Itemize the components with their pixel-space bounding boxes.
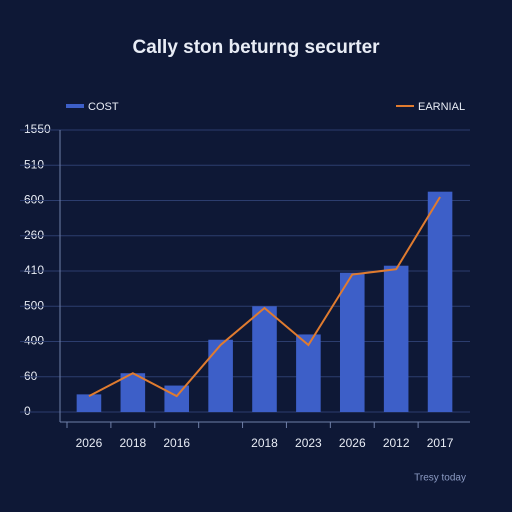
legend-swatch xyxy=(66,104,84,108)
y-tick-label: 410 xyxy=(24,263,44,277)
legend-label: EARNIAL xyxy=(418,101,465,113)
bar xyxy=(208,339,233,412)
y-tick-label: 1550 xyxy=(24,122,51,136)
y-tick-label: 510 xyxy=(24,157,44,171)
x-tick-label: 2017 xyxy=(427,436,454,450)
x-tick-label: 2016 xyxy=(163,436,190,450)
bar xyxy=(339,272,365,412)
y-tick-label: 260 xyxy=(24,228,44,242)
y-tick-label: 60 xyxy=(24,369,38,383)
y-tick-label: 0 xyxy=(24,404,31,418)
x-tick-label: 2023 xyxy=(295,436,322,450)
x-tick-label: 2018 xyxy=(119,436,146,450)
bar xyxy=(427,191,453,412)
x-tick-label: 2018 xyxy=(251,436,278,450)
y-tick-label: 500 xyxy=(24,298,44,312)
x-tick-label: 2012 xyxy=(383,436,410,450)
chart-title: Cally ston beturng securter xyxy=(132,37,380,58)
y-tick-label: 400 xyxy=(24,334,44,348)
line xyxy=(88,196,441,398)
y-tick-label: 600 xyxy=(24,193,44,207)
bar xyxy=(76,394,102,412)
x-tick-label: 2026 xyxy=(76,436,103,450)
bar xyxy=(252,306,277,412)
bar xyxy=(383,265,409,412)
bar xyxy=(164,385,190,412)
bar xyxy=(120,373,146,412)
x-tick-label: 2026 xyxy=(339,436,366,450)
footer: Tresy today xyxy=(414,473,466,484)
bar xyxy=(296,334,321,412)
legend-label: COST xyxy=(88,101,119,113)
